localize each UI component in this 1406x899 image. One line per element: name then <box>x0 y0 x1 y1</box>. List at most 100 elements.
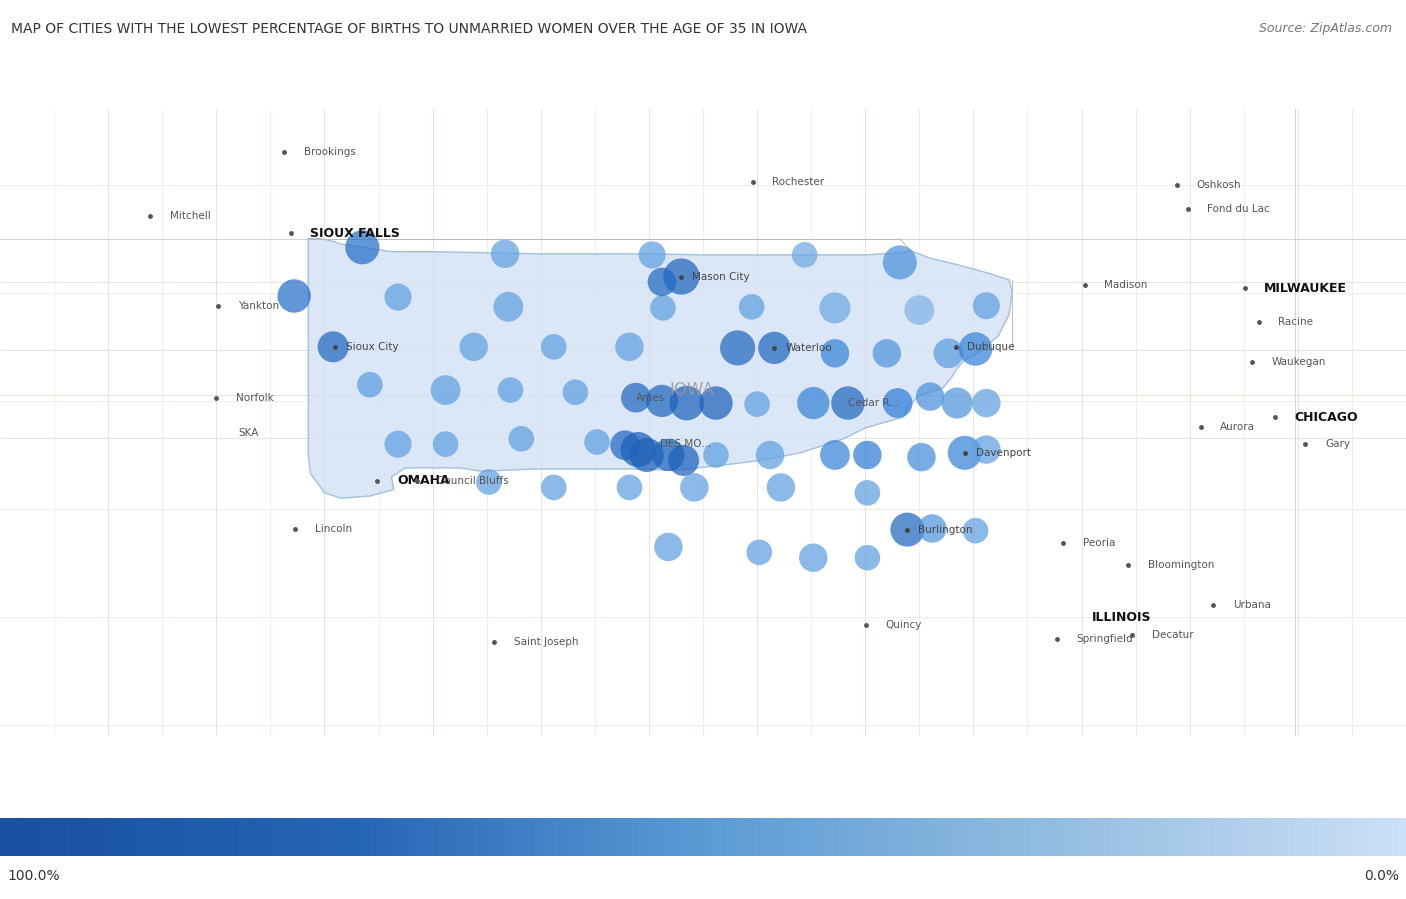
Point <box>498 299 520 314</box>
Text: Mason City: Mason City <box>692 271 749 281</box>
Point <box>946 396 969 410</box>
Text: Racine: Racine <box>1278 317 1313 327</box>
Text: Yankton: Yankton <box>238 301 278 311</box>
Text: CHICAGO: CHICAGO <box>1295 411 1358 423</box>
Point <box>856 485 879 500</box>
Point <box>494 246 516 261</box>
Text: OMAHA: OMAHA <box>396 475 450 487</box>
Point <box>619 480 641 494</box>
Text: Dubuque: Dubuque <box>967 342 1014 352</box>
Point <box>652 300 675 315</box>
Text: SKA: SKA <box>238 428 259 439</box>
Point <box>921 521 943 536</box>
Point <box>976 396 998 410</box>
Text: Cedar R...: Cedar R... <box>848 398 900 408</box>
Text: Bloomington: Bloomington <box>1147 560 1213 570</box>
Point <box>910 450 932 464</box>
Point <box>938 346 960 360</box>
Point <box>387 289 409 304</box>
Text: Waterloo: Waterloo <box>785 343 832 353</box>
Point <box>675 396 697 410</box>
Text: Brookings: Brookings <box>304 147 356 157</box>
Point <box>920 389 942 404</box>
Point <box>745 397 768 412</box>
Text: Sioux City: Sioux City <box>346 342 399 352</box>
Point <box>564 385 586 399</box>
Point <box>793 248 815 263</box>
Point <box>876 346 898 360</box>
Text: Aurora: Aurora <box>1220 422 1256 432</box>
Point <box>619 340 641 354</box>
Point <box>463 340 485 354</box>
Point <box>651 275 673 289</box>
Point <box>953 446 976 460</box>
Point <box>976 442 998 457</box>
Text: Burlington: Burlington <box>918 525 973 535</box>
Point <box>704 448 727 462</box>
Text: Ames: Ames <box>636 393 665 403</box>
Text: Waukegan: Waukegan <box>1272 357 1326 367</box>
Point <box>824 300 846 315</box>
Text: MAP OF CITIES WITH THE LOWEST PERCENTAGE OF BIRTHS TO UNMARRIED WOMEN OVER THE A: MAP OF CITIES WITH THE LOWEST PERCENTAGE… <box>11 22 807 37</box>
Text: Council Bluffs: Council Bluffs <box>437 476 509 486</box>
Text: Decatur: Decatur <box>1152 629 1194 639</box>
Point <box>499 383 522 397</box>
Point <box>837 396 859 410</box>
Text: Quincy: Quincy <box>886 619 922 630</box>
Point <box>624 390 647 405</box>
Point <box>889 255 911 270</box>
Polygon shape <box>308 238 1012 498</box>
Text: Gary: Gary <box>1324 439 1350 450</box>
Text: 100.0%: 100.0% <box>7 868 59 883</box>
Text: Fond du Lac: Fond du Lac <box>1206 204 1270 215</box>
Text: Lincoln: Lincoln <box>315 523 352 533</box>
Point <box>683 480 706 494</box>
Point <box>769 480 792 494</box>
Point <box>824 448 846 462</box>
Point <box>434 437 457 451</box>
Text: IOWA: IOWA <box>669 381 714 399</box>
Text: Urbana: Urbana <box>1233 601 1271 610</box>
Text: Peoria: Peoria <box>1083 538 1115 547</box>
Text: Davenport: Davenport <box>976 448 1031 458</box>
Point <box>856 448 879 462</box>
Point <box>543 340 565 354</box>
Point <box>727 341 749 355</box>
Text: Rochester: Rochester <box>772 177 824 187</box>
Point <box>657 448 679 462</box>
Point <box>322 340 344 354</box>
Point <box>586 435 609 450</box>
Point <box>672 453 695 467</box>
Text: SIOUX FALLS: SIOUX FALLS <box>311 227 401 240</box>
Point <box>478 475 501 489</box>
Point <box>965 523 987 538</box>
Point <box>651 394 673 408</box>
Point <box>704 396 727 410</box>
Point <box>824 346 846 360</box>
Point <box>801 550 824 565</box>
Text: ILLINOIS: ILLINOIS <box>1092 610 1152 624</box>
Point <box>352 240 374 254</box>
Point <box>671 270 693 284</box>
Text: Springfield: Springfield <box>1076 634 1133 644</box>
Text: 0.0%: 0.0% <box>1364 868 1399 883</box>
Point <box>283 289 305 303</box>
Point <box>759 448 782 462</box>
Point <box>856 550 879 565</box>
Point <box>886 396 908 410</box>
Text: Mitchell: Mitchell <box>170 211 211 221</box>
Point <box>741 299 763 314</box>
Point <box>748 545 770 559</box>
Point <box>387 437 409 451</box>
Point <box>896 522 918 537</box>
Point <box>763 341 786 355</box>
Point <box>965 342 987 356</box>
Point <box>434 383 457 397</box>
Point <box>641 248 664 263</box>
Point <box>359 378 381 392</box>
Text: Saint Joseph: Saint Joseph <box>513 637 578 647</box>
Point <box>801 396 824 410</box>
Point <box>976 298 998 313</box>
Point <box>543 480 565 494</box>
Text: Source: ZipAtlas.com: Source: ZipAtlas.com <box>1258 22 1392 35</box>
